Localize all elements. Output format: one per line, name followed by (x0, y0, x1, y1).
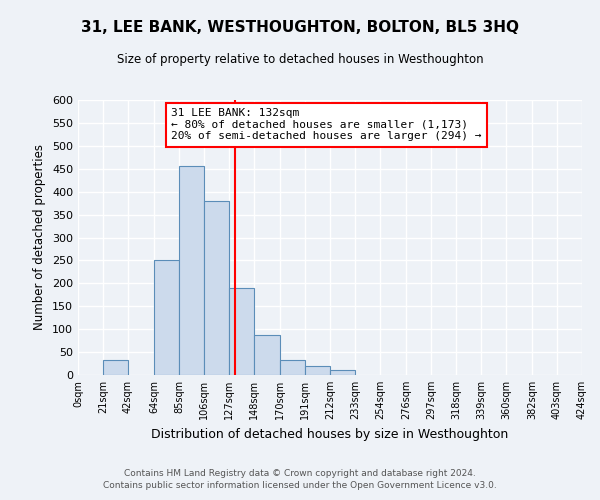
Text: Size of property relative to detached houses in Westhoughton: Size of property relative to detached ho… (116, 52, 484, 66)
Bar (179, 166, 204, 375)
Bar (154, 260, 179, 375)
X-axis label: Distribution of detached houses by size in Westhoughton: Distribution of detached houses by size … (151, 428, 509, 440)
Y-axis label: Number of detached properties: Number of detached properties (34, 144, 46, 330)
Bar (229, 288, 254, 375)
Bar (204, 201, 229, 375)
Bar (305, 366, 330, 375)
Text: Contains HM Land Registry data © Crown copyright and database right 2024.: Contains HM Land Registry data © Crown c… (124, 468, 476, 477)
Text: 31, LEE BANK, WESTHOUGHTON, BOLTON, BL5 3HQ: 31, LEE BANK, WESTHOUGHTON, BOLTON, BL5 … (81, 20, 519, 35)
Text: Contains public sector information licensed under the Open Government Licence v3: Contains public sector information licen… (103, 481, 497, 490)
Bar (280, 360, 305, 375)
Text: 31 LEE BANK: 132sqm
← 80% of detached houses are smaller (1,173)
20% of semi-det: 31 LEE BANK: 132sqm ← 80% of detached ho… (171, 108, 482, 142)
Bar (254, 334, 280, 375)
Bar (330, 370, 355, 375)
Bar (103, 360, 128, 375)
